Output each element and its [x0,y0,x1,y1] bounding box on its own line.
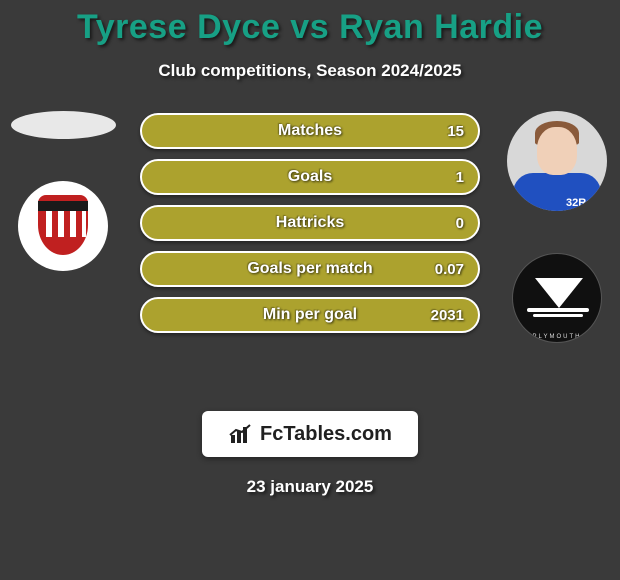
stat-label: Matches [278,122,342,140]
stat-value: 15 [447,123,464,140]
right-player-column: 32Red PLYMOUTH [502,111,612,343]
stat-label: Min per goal [263,306,357,324]
brand-chart-icon [228,423,254,445]
stat-label: Goals per match [247,260,372,278]
left-club-crest [18,181,108,271]
crest-ring-text: PLYMOUTH [513,334,601,340]
brand-text: FcTables.com [260,423,392,446]
left-player-column [8,111,118,271]
stat-bar: Goals per match 0.07 [140,251,480,287]
stat-bar: Matches 15 [140,113,480,149]
right-club-crest: PLYMOUTH [512,253,602,343]
stat-value: 2031 [431,307,464,324]
comparison-panel: Matches 15 Goals 1 Hattricks 0 Goals per… [0,111,620,391]
stat-bar: Min per goal 2031 [140,297,480,333]
brand-badge: FcTables.com [202,411,418,457]
stat-value: 0.07 [435,261,464,278]
stat-label: Goals [288,168,332,186]
stat-bar: Hattricks 0 [140,205,480,241]
stat-bars: Matches 15 Goals 1 Hattricks 0 Goals per… [140,113,480,343]
subtitle: Club competitions, Season 2024/2025 [0,61,620,81]
stat-label: Hattricks [276,214,344,232]
right-player-photo: 32Red [507,111,607,211]
page-title: Tyrese Dyce vs Ryan Hardie [0,0,620,47]
stat-value: 0 [456,215,464,232]
jersey-sponsor: 32Red [566,197,599,209]
date-label: 23 january 2025 [0,477,620,497]
stat-value: 1 [456,169,464,186]
left-player-photo [11,111,116,139]
stat-bar: Goals 1 [140,159,480,195]
